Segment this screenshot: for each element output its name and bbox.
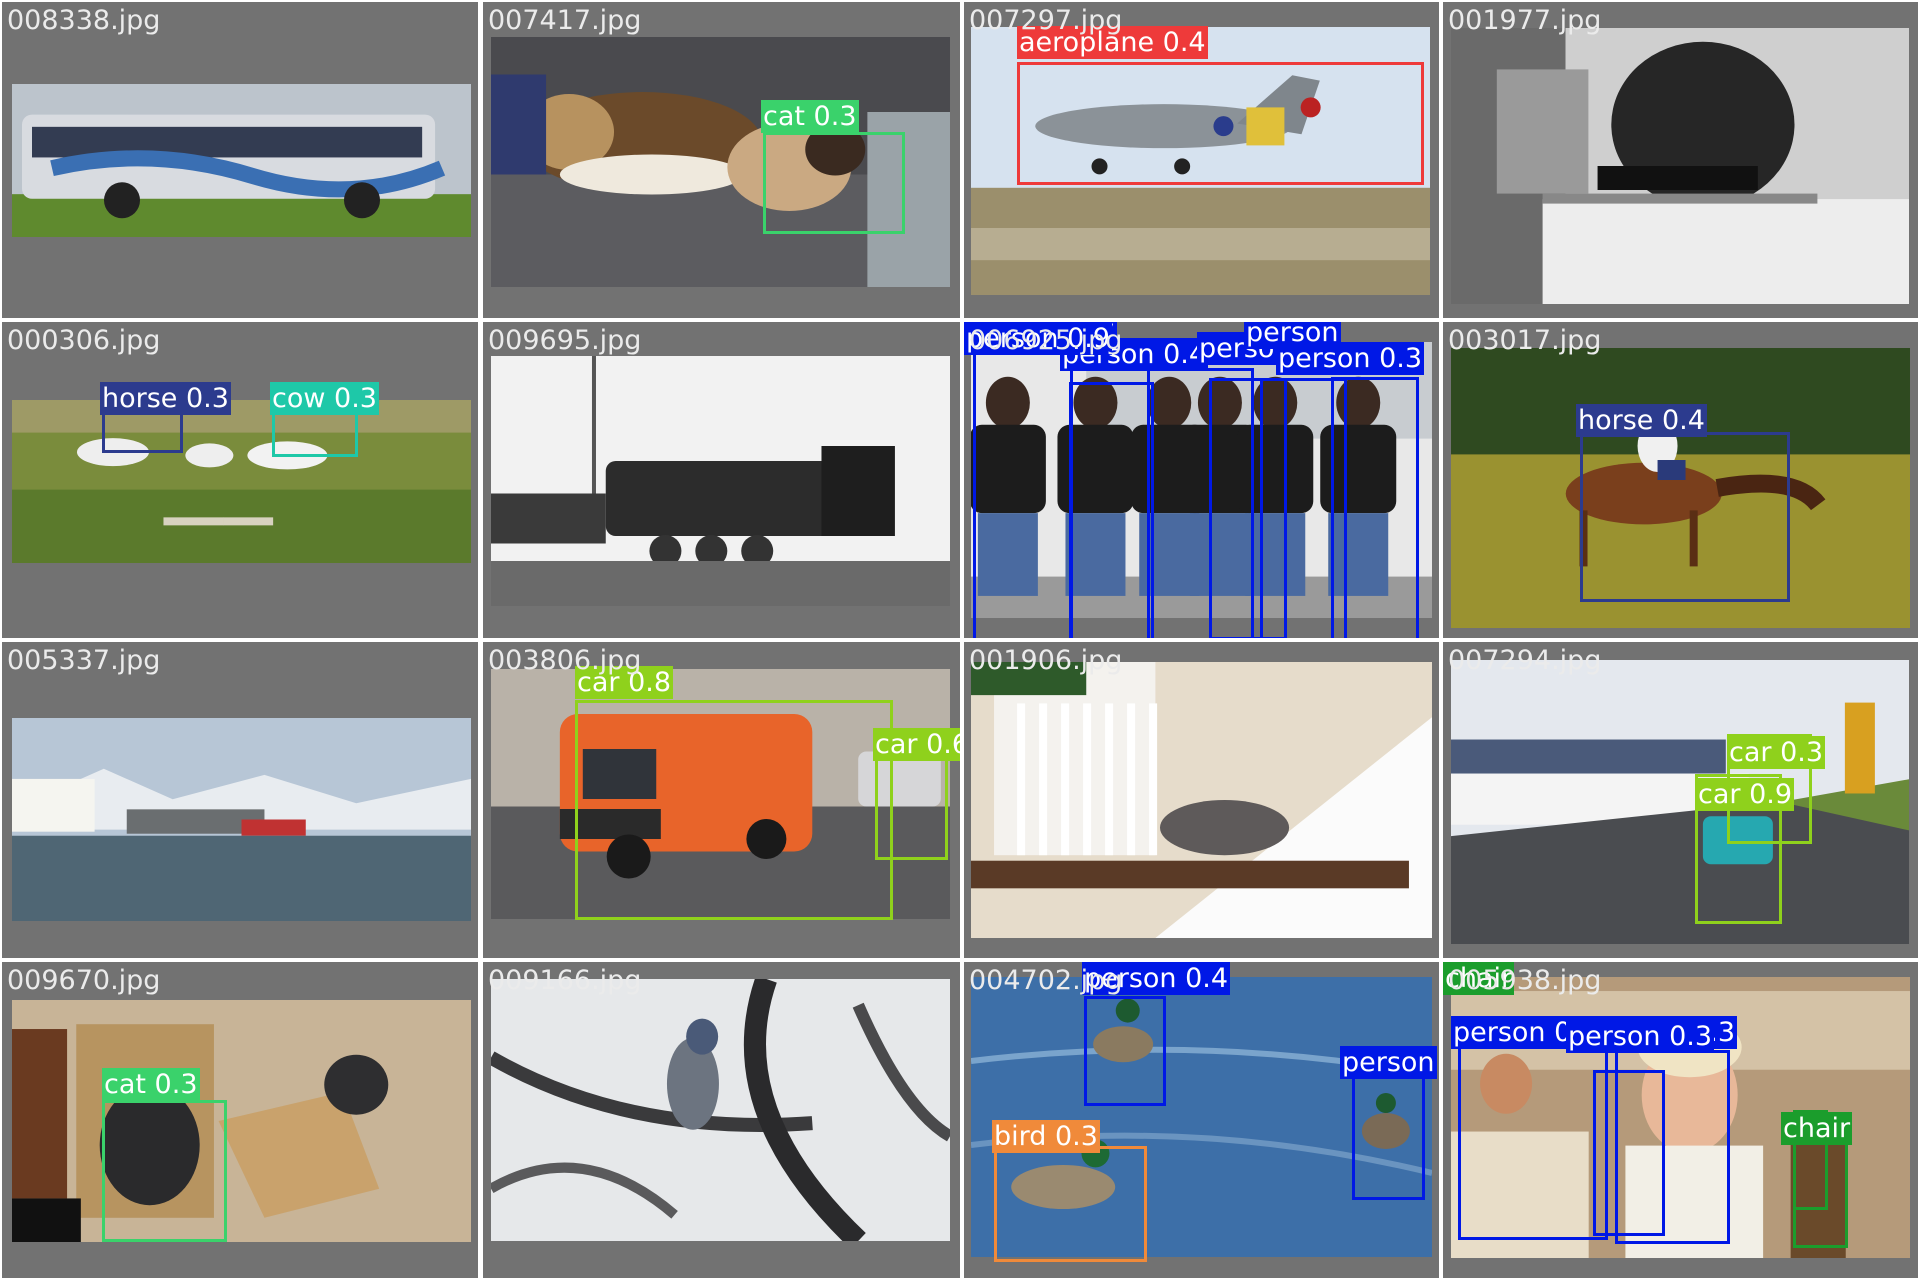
tile-filename: 000306.jpg xyxy=(7,325,161,356)
tile-filename: 005938.jpg xyxy=(1448,965,1602,996)
grid-tile: 009695.jpg xyxy=(483,322,960,638)
tile-filename: 009695.jpg xyxy=(488,325,642,356)
grid-tile: car 0.3 car 0.9 007294.jpg xyxy=(1443,642,1918,958)
grid-tile: aeroplane 0.4 007297.jpg xyxy=(964,2,1439,318)
tile-filename: 004702.jpg xyxy=(969,965,1123,996)
detection-label: chair xyxy=(1781,1112,1853,1145)
tile-photo xyxy=(1451,348,1910,628)
detection-label: cat 0.3 xyxy=(761,100,859,133)
detection-box xyxy=(1458,1046,1608,1240)
tile-photo xyxy=(971,977,1432,1257)
detection-label: person xyxy=(1340,1046,1437,1079)
detection-box xyxy=(1260,378,1347,638)
detection-box xyxy=(763,132,905,234)
detection-label: car 0.3 xyxy=(1727,736,1826,769)
detection-box xyxy=(1352,1068,1425,1200)
tile-photo xyxy=(12,718,471,921)
grid-tile: horse 0.3 cow 0.3 000306.jpg xyxy=(2,322,478,638)
grid-tile: person 0.4 person bird 0.3 004702.jpg xyxy=(964,962,1439,1278)
tile-photo xyxy=(491,979,950,1241)
grid-tile: 009166.jpg xyxy=(483,962,960,1278)
detection-box xyxy=(575,700,893,920)
tile-filename: 007294.jpg xyxy=(1448,645,1602,676)
detection-label: car 0.6 xyxy=(873,728,960,761)
tile-photo xyxy=(491,669,950,919)
detection-label: horse 0.4 xyxy=(1576,404,1707,437)
tile-filename: 007417.jpg xyxy=(488,5,642,36)
tile-photo xyxy=(491,37,950,287)
detection-box xyxy=(875,756,948,860)
detection-label: person 0.4 xyxy=(1082,962,1231,995)
tile-filename: 009166.jpg xyxy=(488,965,642,996)
grid-tile: cat 0.3 009670.jpg xyxy=(2,962,478,1278)
detection-box xyxy=(1209,378,1287,638)
grid-tile: car 0.8 car 0.6 003806.jpg xyxy=(483,642,960,958)
detection-label: bird 0.3 xyxy=(992,1120,1100,1153)
tile-filename: 005337.jpg xyxy=(7,645,161,676)
tile-filename: 001977.jpg xyxy=(1448,5,1602,36)
detection-label: aeroplane 0.4 xyxy=(1017,26,1208,59)
detection-label: car 0.9 xyxy=(1696,778,1795,811)
grid-tile: 008338.jpg xyxy=(2,2,478,318)
detection-box xyxy=(1580,432,1790,602)
tile-photo xyxy=(971,342,1432,618)
grid-tile: 001906.jpg xyxy=(964,642,1439,958)
tile-filename: 003806.jpg xyxy=(488,645,642,676)
detection-box xyxy=(1084,996,1166,1106)
detection-box xyxy=(1593,1070,1665,1236)
grid-tile: cat 0.3 007417.jpg xyxy=(483,2,960,318)
tile-filename: 003017.jpg xyxy=(1448,325,1602,356)
tile-filename: 006925.jpg xyxy=(969,325,1123,356)
detection-box xyxy=(102,1100,227,1242)
tile-filename: 009670.jpg xyxy=(7,965,161,996)
detection-box xyxy=(1017,62,1424,185)
tile-photo xyxy=(12,400,471,563)
detection-box xyxy=(994,1146,1147,1262)
detection-label: car 0.8 xyxy=(575,666,674,699)
tile-filename: 007297.jpg xyxy=(969,5,1123,36)
tile-photo xyxy=(491,356,950,606)
detection-box xyxy=(1331,377,1419,638)
detection-box xyxy=(1069,382,1154,638)
grid-tile: 005337.jpg xyxy=(2,642,478,958)
tile-photo xyxy=(12,84,471,237)
detection-box xyxy=(1695,774,1782,924)
tile-photo xyxy=(12,1000,471,1242)
detection-label: person 0.9 xyxy=(964,322,1113,355)
detection-box xyxy=(973,348,1073,638)
detection-box xyxy=(1793,1110,1828,1210)
detection-label: chair xyxy=(1443,962,1515,995)
detection-label: cow 0.3 xyxy=(270,382,379,415)
tile-photo xyxy=(1451,660,1909,944)
tile-filename: 008338.jpg xyxy=(7,5,161,36)
grid-tile: horse 0.4 003017.jpg xyxy=(1443,322,1918,638)
tile-filename: 001906.jpg xyxy=(969,645,1123,676)
detection-label: cat 0.3 xyxy=(102,1068,200,1101)
detection-label: horse 0.3 xyxy=(100,382,231,415)
grid-tile: 001977.jpg xyxy=(1443,2,1918,318)
detection-label: person xyxy=(1244,322,1341,349)
tile-photo xyxy=(971,662,1432,938)
detection-label: person 0.3 xyxy=(1566,1020,1715,1053)
tile-photo xyxy=(1451,28,1909,304)
tile-photo xyxy=(971,27,1430,295)
